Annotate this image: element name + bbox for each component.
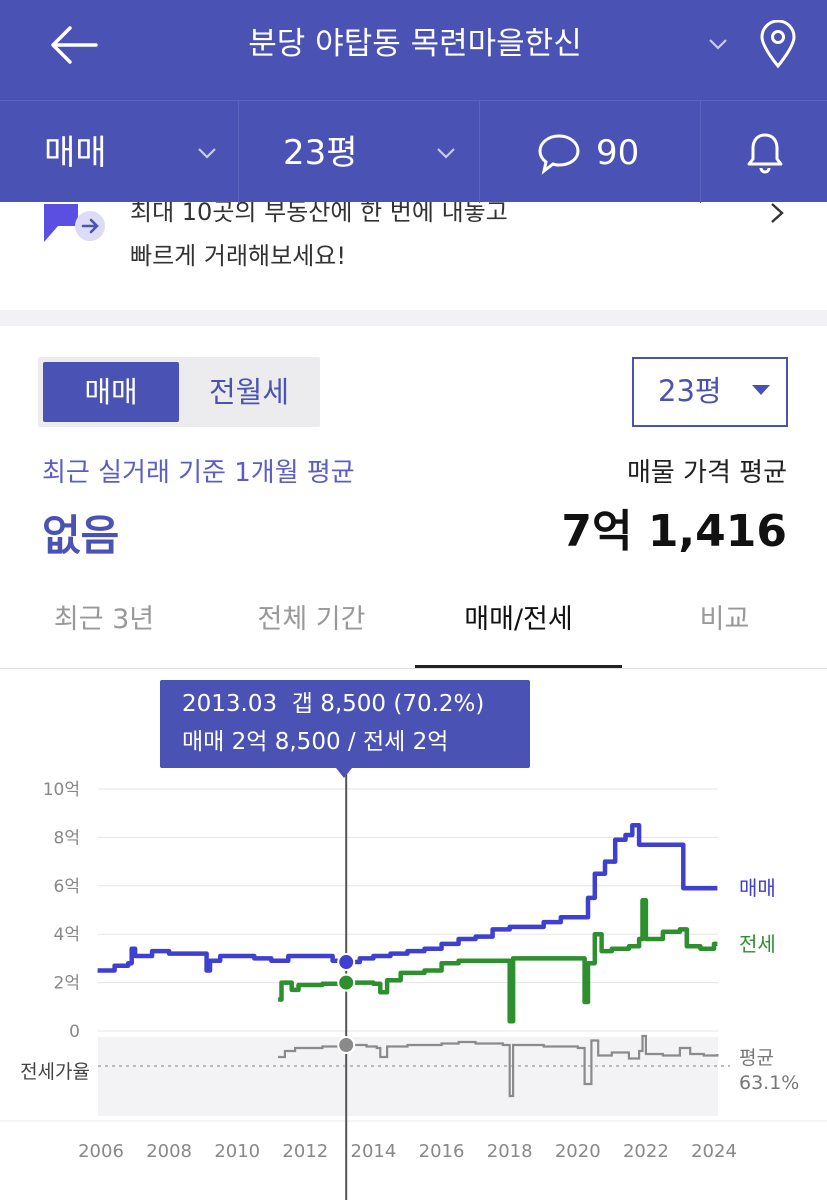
caret-down-icon: [752, 385, 770, 395]
x-tick-label: 2006: [78, 1141, 124, 1162]
cursor-dot-sale: [337, 953, 356, 972]
x-tick-label: 2010: [214, 1141, 260, 1162]
y-tick-label: 2억: [54, 974, 80, 994]
toggle-sale[interactable]: 매매: [43, 362, 179, 422]
toggle-rent[interactable]: 전월세: [208, 375, 290, 409]
x-tick-label: 2024: [691, 1141, 737, 1162]
arrow-right-circle-icon: [44, 204, 105, 242]
x-tick-label: 2012: [282, 1141, 328, 1162]
recent-trade-label: 최근 실거래 기준 1개월 평균: [42, 458, 355, 488]
listing-average-label: 매물 가격 평균: [626, 458, 787, 488]
comments-button[interactable]: 90: [480, 101, 701, 203]
tab-recent-3y[interactable]: 최근 3년: [53, 604, 155, 635]
tab-sale-rent[interactable]: 매매/전세: [415, 592, 622, 668]
banner-text-line1: 최대 10곳의 부동산에 한 번에 내놓고: [130, 198, 508, 226]
ratio-axis-label: 전세가율: [20, 1061, 90, 1083]
listing-promo-banner[interactable]: 최대 10곳의 부동산에 한 번에 내놓고 빠르게 거래해보세요!: [0, 198, 827, 310]
series-label-jeonse: 전세: [739, 932, 776, 956]
section-divider: [0, 310, 827, 326]
trade-type-label: 매매: [44, 133, 107, 173]
average-label: 평균: [739, 1047, 774, 1069]
tooltip-arrow: [336, 768, 352, 778]
comment-count: 90: [596, 133, 640, 173]
series-label-sale: 매매: [739, 876, 776, 900]
tooltip-line1: 2013.03 갭 8,500 (70.2%): [182, 691, 485, 717]
page-title[interactable]: 분당 야탑동 목련마을한신: [248, 26, 582, 62]
chevron-down-icon[interactable]: [708, 34, 728, 54]
tooltip-line2: 매매 2억 8,500 / 전세 2억: [182, 729, 449, 755]
price-chart[interactable]: 10억 8억 6억 4억 2억 0 전세가율 2006 2008 2010 2012 2014 2016…: [0, 669, 827, 1200]
speech-bubble-icon: [538, 134, 580, 175]
average-value: 63.1%: [739, 1072, 799, 1094]
tab-all-period[interactable]: 전체 기간: [257, 604, 366, 635]
listing-average-value: 7억 1,416: [561, 506, 787, 557]
arrow-left-icon[interactable]: [48, 22, 100, 68]
trade-type-dropdown[interactable]: 매매: [0, 101, 239, 203]
notification-button[interactable]: [701, 101, 827, 203]
chevron-down-icon: [198, 148, 216, 159]
y-tick-label: 4억: [54, 925, 80, 945]
x-tick-label: 2016: [419, 1141, 465, 1162]
x-tick-label: 2022: [623, 1141, 669, 1162]
map-pin-icon[interactable]: [758, 20, 798, 70]
cursor-dot-jeonse: [337, 973, 356, 992]
tab-compare[interactable]: 비교: [699, 604, 750, 635]
size-select[interactable]: 23평: [632, 357, 788, 427]
x-tick-label: 2008: [146, 1141, 192, 1162]
x-tick-label: 2014: [351, 1141, 397, 1162]
ratio-band-bg: [98, 1037, 718, 1116]
trade-toggle: 매매 전월세: [38, 357, 320, 427]
y-tick-label: 8억: [54, 828, 80, 848]
price-chart-svg[interactable]: 10억 8억 6억 4억 2억 0 전세가율 2006 2008 2010 2012 2014 2016…: [0, 669, 827, 1200]
y-tick-label: 10억: [43, 780, 80, 800]
series-line-ratio: [278, 1034, 719, 1098]
top-app-bar: 분당 야탑동 목련마을한신 매매 23평 90: [0, 0, 827, 203]
chevron-down-icon: [437, 148, 455, 159]
size-select-label: 23평: [658, 374, 722, 408]
y-tick-label: 0: [69, 1022, 80, 1042]
recent-trade-value: 없음: [42, 511, 120, 560]
chart-tooltip: 2013.03 갭 8,500 (70.2%) 매매 2억 8,500 / 전세…: [160, 680, 530, 778]
size-dropdown[interactable]: 23평: [239, 101, 480, 203]
chart-tabs: 최근 3년 전체 기간 매매/전세 비교: [0, 592, 827, 669]
filter-row: 매매 23평 90: [0, 100, 827, 203]
series-line-sale: [97, 823, 718, 973]
size-label: 23평: [283, 133, 358, 173]
x-tick-label: 2020: [555, 1141, 601, 1162]
x-tick-label: 2018: [487, 1141, 533, 1162]
banner-text-line2: 빠르게 거래해보세요!: [130, 242, 346, 270]
y-tick-label: 6억: [54, 877, 80, 897]
chevron-right-icon[interactable]: [766, 202, 788, 224]
cursor-dot-ratio: [337, 1036, 356, 1054]
bell-icon: [747, 133, 783, 174]
title-row: 분당 야탑동 목련마을한신: [0, 0, 827, 100]
